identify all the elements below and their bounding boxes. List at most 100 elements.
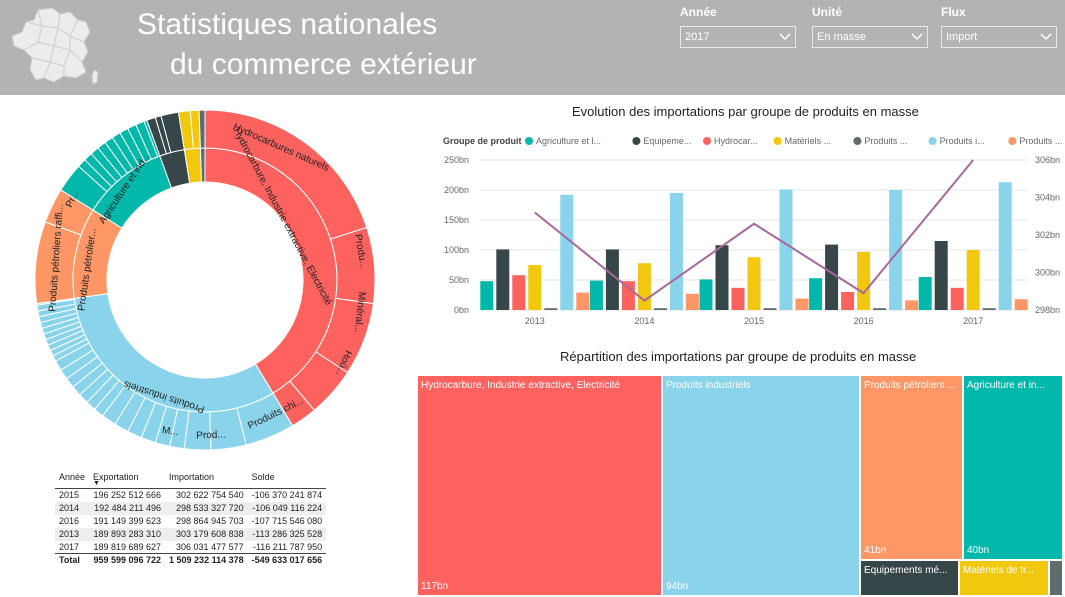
x-axis-tick-label: 2016 [854, 316, 874, 326]
bar[interactable] [589, 280, 603, 310]
bar[interactable] [605, 249, 619, 310]
legend-marker [773, 137, 782, 145]
bar[interactable] [966, 250, 980, 310]
bar[interactable] [795, 298, 809, 310]
legend-marker [525, 137, 533, 145]
bar[interactable] [699, 279, 713, 310]
bar[interactable] [889, 190, 903, 310]
sunburst-outer-segment[interactable] [198, 109, 206, 149]
col-header-export[interactable]: Exportation ▼ [89, 470, 166, 489]
masse-line[interactable] [534, 159, 974, 302]
bar[interactable] [982, 308, 996, 310]
treemap-chart: Hydrocarbure, Industrie extractive, Elec… [418, 376, 1062, 595]
cell-year: 2016 [59, 516, 80, 526]
treemap-cell-produits-industriels[interactable]: Produits industriels 94bn [663, 376, 859, 595]
bar[interactable] [905, 300, 919, 310]
unit-slicer-label: Unité [812, 5, 842, 19]
bar[interactable] [747, 257, 761, 310]
cell-import: 303 179 608 838 [165, 527, 248, 541]
bar[interactable] [544, 308, 558, 310]
cell-year: 2017 [59, 541, 80, 552]
cell-balance: -106 049 116 224 [247, 501, 327, 515]
bar[interactable] [918, 277, 932, 310]
treemap-cell-equipements[interactable]: Equipements mé... [861, 561, 958, 595]
legend-item[interactable]: Produits ... [864, 136, 907, 146]
cell-export: 189 893 283 310 [89, 527, 166, 541]
y2-axis-tick-label: 304bn [1035, 193, 1060, 203]
legend-item[interactable]: Equipeme... [643, 136, 691, 146]
cell-total-import: 1 509 232 114 378 [165, 553, 248, 567]
bar[interactable] [950, 287, 964, 310]
chevron-down-icon [911, 33, 923, 41]
bar[interactable] [779, 189, 793, 310]
year-dropdown[interactable]: 2017 [680, 26, 796, 48]
bar[interactable] [653, 308, 667, 310]
bar[interactable] [715, 245, 729, 310]
unit-dropdown-value: En masse [817, 31, 866, 43]
sunburst-label-indus-outer-3: M... [161, 425, 179, 438]
legend-marker [853, 137, 862, 145]
treemap-cell-value: 94bn [666, 581, 689, 592]
bar[interactable] [560, 194, 574, 310]
unit-slicer: Unité En masse [812, 4, 928, 48]
bar[interactable] [576, 292, 590, 310]
cell-total-label: Total [55, 553, 90, 567]
bar[interactable] [621, 281, 635, 310]
bar[interactable] [934, 241, 948, 310]
bar[interactable] [685, 293, 699, 310]
legend-marker [703, 137, 711, 145]
x-axis-tick-label: 2014 [634, 316, 654, 326]
unit-dropdown[interactable]: En masse [812, 26, 928, 48]
treemap-cell-agriculture[interactable]: Agriculture et in... 40bn [964, 376, 1062, 559]
col-header-balance[interactable]: Solde [247, 470, 327, 489]
treemap-title: Répartition des importations par groupe … [560, 349, 917, 364]
flow-dropdown[interactable]: Import [941, 26, 1057, 48]
year-dropdown-value: 2017 [685, 31, 710, 43]
bar[interactable] [857, 251, 871, 310]
bar[interactable] [637, 263, 651, 310]
bar[interactable] [528, 265, 542, 310]
table-header-row: Année Exportation ▼ Importation Solde [55, 470, 327, 489]
bar[interactable] [496, 249, 510, 310]
treemap-cell-label: Equipements mé... [864, 565, 948, 576]
legend-marker [1008, 137, 1017, 145]
bar[interactable] [998, 182, 1012, 310]
treemap-cell-value: 41bn [864, 545, 887, 556]
flow-dropdown-value: Import [946, 31, 978, 43]
col-header-year[interactable]: Année [55, 470, 90, 489]
cell-import: 302 622 754 540 [176, 490, 244, 501]
treemap-cell-value: 117bn [421, 581, 449, 592]
legend-item[interactable]: Produits i... [940, 136, 985, 146]
trade-table: Année Exportation ▼ Importation Solde 201… [55, 470, 327, 567]
flow-slicer-label: Flux [941, 5, 966, 19]
flow-slicer: Flux Import [941, 4, 1057, 48]
sunburst-inner-autres[interactable] [199, 147, 206, 183]
combo-chart[interactable]: Groupe de produit Agriculture et l... Equi… [440, 130, 1065, 330]
bar[interactable] [669, 193, 683, 310]
bar[interactable] [480, 281, 494, 310]
treemap-cell-produits-autres[interactable] [1050, 561, 1062, 595]
cell-balance: -116 211 787 950 [252, 541, 323, 552]
bar[interactable] [825, 244, 839, 310]
legend-item[interactable]: Produits ... [1019, 136, 1062, 146]
bar[interactable] [1014, 299, 1028, 310]
col-header-import[interactable]: Importation [165, 470, 248, 489]
legend-item[interactable]: Matériels ... [785, 136, 832, 146]
cell-import: 298 864 945 703 [176, 516, 244, 526]
treemap-cell-hydrocarbures[interactable]: Hydrocarbure, Industrie extractive, Elec… [418, 376, 661, 595]
header-banner: Statistiques nationales du commerce exté… [0, 0, 1065, 95]
bar[interactable] [873, 308, 887, 310]
bar[interactable] [809, 278, 823, 310]
table-total-row: Total 959 599 096 722 1 509 232 114 378 … [55, 553, 327, 567]
legend-item[interactable]: Hydrocar... [714, 136, 758, 146]
bar[interactable] [731, 287, 745, 310]
y2-axis-tick-label: 298bn [1035, 305, 1060, 315]
bar[interactable] [763, 308, 777, 310]
bar[interactable] [512, 275, 526, 310]
legend-item[interactable]: Agriculture et l... [536, 136, 601, 146]
sunburst-chart[interactable]: Hydrocarbures naturels Hydrocarbure, Ind… [15, 100, 395, 460]
treemap-cell-produits-petroliers[interactable]: Produits pétroliers ... 41bn [861, 376, 962, 559]
sort-desc-icon: ▼ [93, 480, 100, 487]
treemap-cell-materiels[interactable]: Matériels de tr... [960, 561, 1048, 595]
bar[interactable] [841, 292, 855, 310]
